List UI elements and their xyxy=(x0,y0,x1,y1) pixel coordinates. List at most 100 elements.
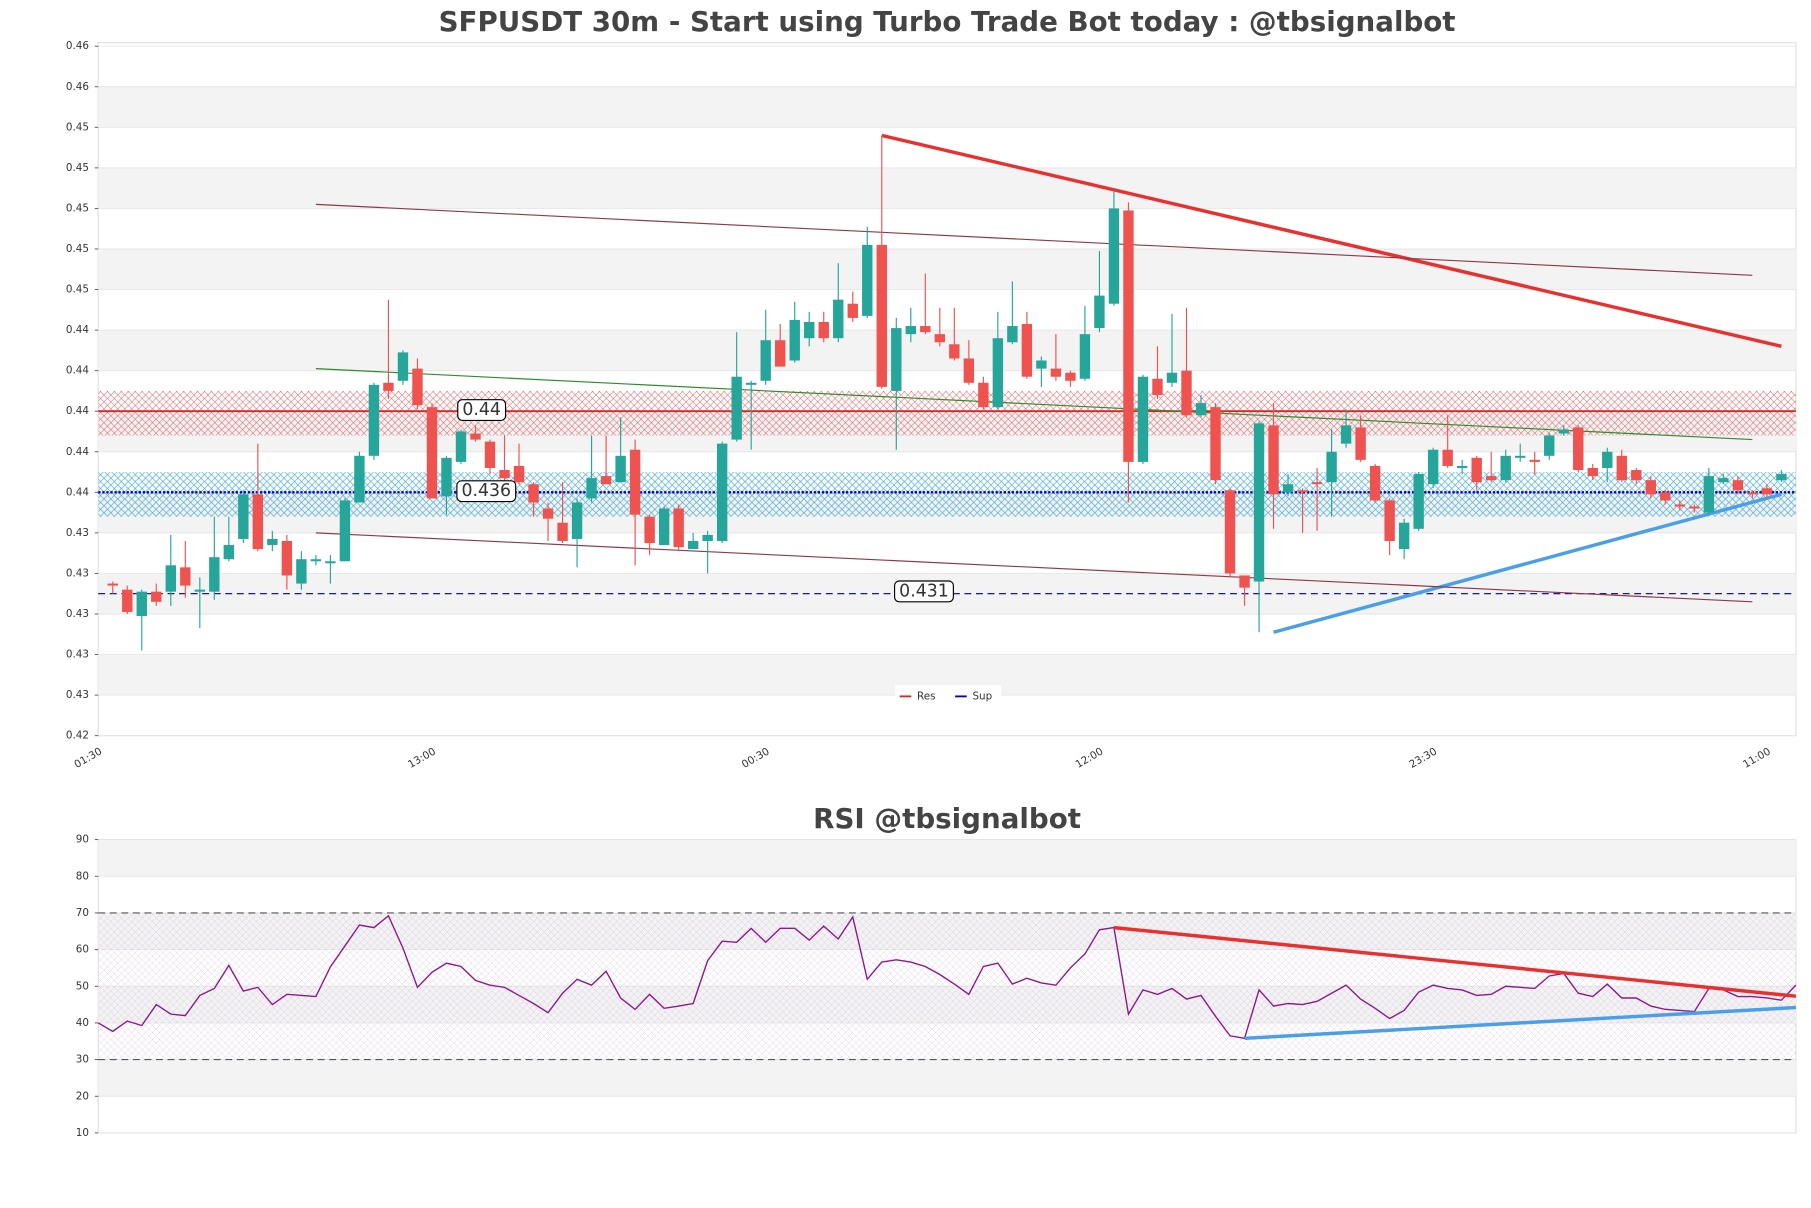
level-label-box xyxy=(457,399,507,422)
candle-body xyxy=(731,376,742,440)
y-tick-label: 80 xyxy=(76,870,89,882)
y-tick-label: 0.43 xyxy=(66,567,89,579)
candle-body xyxy=(1036,360,1047,369)
y-tick-label: 0.44 xyxy=(66,324,89,336)
candle-body xyxy=(1384,500,1395,541)
candle-body xyxy=(354,455,365,503)
trend-line xyxy=(881,133,1782,348)
level-label-box xyxy=(456,480,517,503)
candle-body xyxy=(1616,455,1627,481)
candle-body xyxy=(571,502,583,539)
y-tick-label: 0.44 xyxy=(66,405,89,417)
candle-body xyxy=(629,449,641,515)
candle-body xyxy=(1079,334,1091,379)
y-tick-label: 0.45 xyxy=(66,202,89,214)
y-tick-label: 0.43 xyxy=(66,608,89,620)
level-label: 0.431 xyxy=(899,581,949,601)
candle-body xyxy=(934,334,946,343)
candle-body xyxy=(1776,474,1787,481)
candle-body xyxy=(1268,425,1279,495)
grid-band xyxy=(98,839,1796,877)
y-tick-label: 50 xyxy=(76,980,89,992)
candle-body xyxy=(383,382,394,391)
support-zone xyxy=(98,472,1796,517)
candle-body xyxy=(1297,490,1308,493)
candle-body xyxy=(441,457,452,497)
candle-body xyxy=(716,443,728,541)
candle-body xyxy=(136,591,147,617)
candle-body xyxy=(876,244,887,387)
candle-body xyxy=(1195,403,1207,416)
y-tick-label: 90 xyxy=(76,834,89,846)
candle-body xyxy=(673,508,684,548)
candle-body xyxy=(296,559,307,584)
candle-body xyxy=(847,303,858,318)
y-tick-label: 0.45 xyxy=(66,243,89,255)
candle-body xyxy=(1108,208,1120,304)
candle-body xyxy=(949,344,960,359)
y-tick-label: 0.46 xyxy=(66,40,89,52)
grid-band xyxy=(98,86,1796,128)
candle-body xyxy=(1486,476,1497,481)
grid-band xyxy=(98,330,1796,371)
candle-body xyxy=(397,352,409,381)
y-tick-label: 0.44 xyxy=(66,446,89,458)
x-tick-label: 01:30 xyxy=(72,745,104,770)
chart-title: RSI @tbsignalbot xyxy=(813,802,1081,835)
y-tick-label: 30 xyxy=(76,1054,89,1066)
candle-body xyxy=(484,441,496,468)
candle-body xyxy=(455,431,467,462)
candle-body xyxy=(267,538,278,546)
candle-body xyxy=(1253,423,1265,582)
legend-label: Res xyxy=(917,690,936,702)
candle-body xyxy=(1660,492,1671,501)
level-label-box xyxy=(893,580,954,603)
candle-body xyxy=(1224,490,1236,574)
candle-body xyxy=(1166,372,1178,383)
trend-line xyxy=(1244,1005,1797,1041)
y-tick-label: 0.44 xyxy=(66,365,89,377)
candle-body xyxy=(1529,459,1540,462)
candle-body xyxy=(920,326,931,333)
y-tick-label: 0.45 xyxy=(66,121,89,133)
candle-body xyxy=(470,433,481,440)
candle-body xyxy=(528,484,539,503)
y-tick-label: 70 xyxy=(76,907,89,919)
candle-body xyxy=(1181,370,1192,416)
candle-body xyxy=(1355,427,1366,460)
candle-body xyxy=(499,470,510,479)
candle-body xyxy=(1515,455,1526,458)
candle-body xyxy=(760,340,771,381)
y-tick-label: 0.42 xyxy=(66,730,89,742)
candle-body xyxy=(905,326,916,335)
candle-body xyxy=(818,321,829,339)
trend-line xyxy=(315,368,1753,441)
legend-label: Sup xyxy=(972,690,992,702)
candle-body xyxy=(180,567,191,586)
candle-body xyxy=(963,358,975,383)
candle-body xyxy=(325,561,336,564)
candle-body xyxy=(1442,449,1453,466)
candle-body xyxy=(238,494,249,539)
y-tick-label: 0.43 xyxy=(66,649,89,661)
candle-body xyxy=(1152,378,1163,395)
candle-body xyxy=(1094,295,1105,329)
candle-body xyxy=(1239,575,1250,588)
y-tick-label: 0.45 xyxy=(66,284,89,296)
candle-body xyxy=(368,384,380,456)
y-tick-label: 0.44 xyxy=(66,486,89,498)
candle-body xyxy=(658,508,670,546)
trend-line xyxy=(1273,492,1782,634)
candle-body xyxy=(1311,482,1323,485)
candle-body xyxy=(1703,476,1715,513)
candle-body xyxy=(1587,467,1598,477)
x-tick-label: 13:00 xyxy=(406,745,438,770)
candle-body xyxy=(833,299,844,339)
candle-body xyxy=(600,476,612,485)
candle-body xyxy=(1645,480,1657,495)
candle-body xyxy=(745,382,757,385)
level-label: 0.436 xyxy=(461,481,511,501)
legend-box xyxy=(895,684,1002,706)
y-tick-label: 40 xyxy=(76,1017,89,1029)
